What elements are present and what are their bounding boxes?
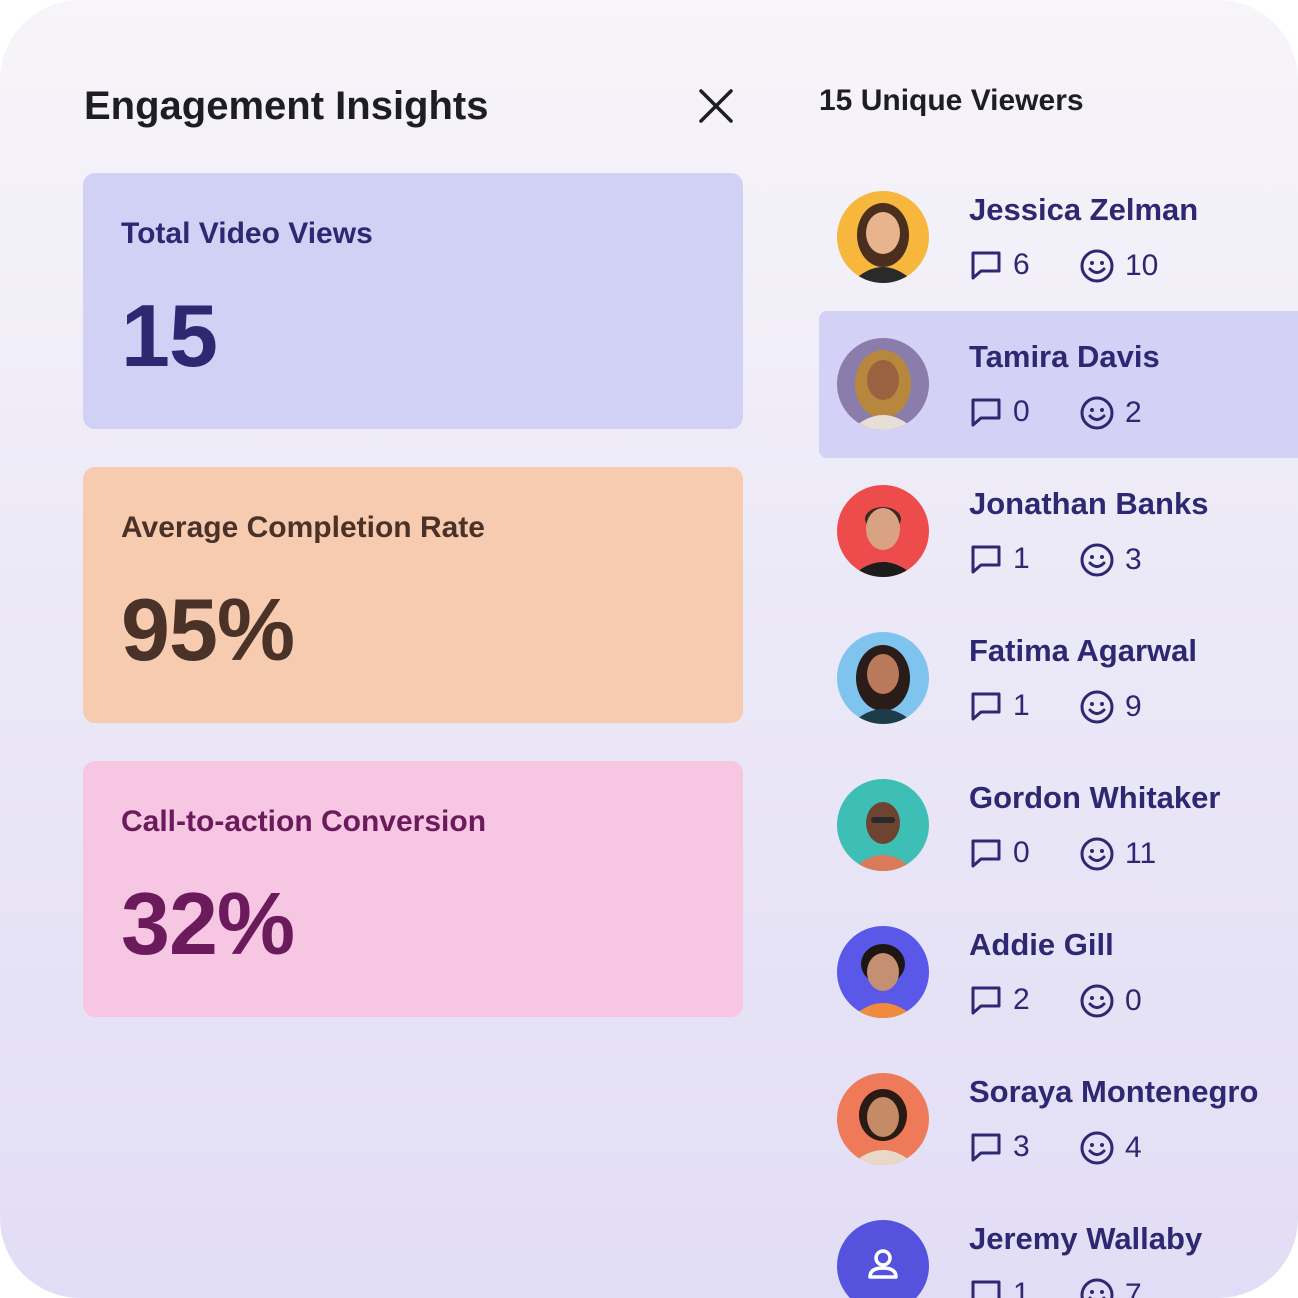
total-video-views-card: Total Video Views 15 [83, 173, 743, 429]
panel-title: Engagement Insights [84, 84, 489, 128]
comment-count: 2 [969, 983, 1030, 1017]
reaction-count-value: 11 [1125, 837, 1157, 870]
reaction-count-value: 9 [1125, 690, 1142, 723]
reaction-count: 3 [1079, 542, 1142, 578]
viewer-name: Tamira Davis [969, 339, 1160, 374]
user-icon [837, 1220, 929, 1298]
reaction-count: 0 [1079, 983, 1142, 1019]
smiley-icon [1080, 984, 1114, 1018]
avatar [837, 926, 929, 1018]
viewer-name: Addie Gill [969, 927, 1114, 962]
comment-count-value: 0 [1013, 395, 1030, 428]
viewer-row[interactable]: Fatima Agarwal 1 9 [819, 605, 1298, 752]
comment-count: 3 [969, 1130, 1030, 1164]
viewer-name: Jeremy Wallaby [969, 1221, 1203, 1256]
viewer-name: Soraya Montenegro [969, 1074, 1259, 1109]
comment-icon [971, 692, 1001, 721]
reaction-count-value: 0 [1125, 984, 1142, 1017]
smiley-icon [1080, 249, 1114, 283]
reaction-count: 7 [1079, 1277, 1142, 1298]
reaction-count-value: 10 [1125, 249, 1159, 282]
comment-icon [971, 986, 1001, 1015]
comment-count-value: 6 [1013, 248, 1030, 281]
comment-icon [971, 251, 1001, 280]
viewer-row[interactable]: Jeremy Wallaby 1 7 [819, 1193, 1298, 1298]
reaction-count-value: 4 [1125, 1131, 1142, 1164]
close-button[interactable] [690, 80, 742, 132]
viewer-row[interactable]: Jessica Zelman 6 10 [819, 164, 1298, 311]
comment-count-value: 1 [1013, 542, 1030, 575]
comment-count-value: 1 [1013, 689, 1030, 722]
metric-label: Call-to-action Conversion [121, 805, 487, 838]
viewer-row[interactable]: Gordon Whitaker 0 11 [819, 752, 1298, 899]
completion-rate-card: Average Completion Rate 95% [83, 467, 743, 723]
comment-count: 6 [969, 248, 1030, 282]
avatar [837, 485, 929, 577]
viewer-row[interactable]: Jonathan Banks 1 3 [819, 458, 1298, 605]
viewer-row[interactable]: Addie Gill 2 0 [819, 899, 1298, 1046]
smiley-icon [1080, 396, 1114, 430]
avatar [837, 779, 929, 871]
reaction-count-value: 3 [1125, 543, 1142, 576]
reaction-count-value: 2 [1125, 396, 1142, 429]
smiley-icon [1080, 543, 1114, 577]
avatar [837, 191, 929, 283]
reaction-count: 10 [1079, 248, 1158, 284]
comment-count: 1 [969, 1277, 1030, 1298]
comment-icon [971, 1280, 1001, 1298]
viewer-name: Jonathan Banks [969, 486, 1209, 521]
avatar [837, 1073, 929, 1165]
smiley-icon [1080, 1278, 1114, 1298]
reaction-count: 4 [1079, 1130, 1142, 1166]
comment-count: 0 [969, 836, 1030, 870]
smiley-icon [1080, 690, 1114, 724]
comment-icon [971, 1133, 1001, 1162]
viewer-name: Fatima Agarwal [969, 633, 1197, 668]
metric-label: Average Completion Rate [121, 511, 485, 544]
reaction-count: 2 [1079, 395, 1142, 431]
viewer-name: Jessica Zelman [969, 192, 1199, 227]
metric-label: Total Video Views [121, 217, 373, 250]
comment-icon [971, 398, 1001, 427]
viewer-row[interactable]: Tamira Davis 0 2 [819, 311, 1298, 458]
comment-icon [971, 839, 1001, 868]
reaction-count: 9 [1079, 689, 1142, 725]
smiley-icon [1080, 837, 1114, 871]
avatar [837, 632, 929, 724]
comment-icon [971, 545, 1001, 574]
viewer-row[interactable]: Soraya Montenegro 3 4 [819, 1046, 1298, 1193]
metric-value: 32% [121, 874, 295, 973]
avatar [837, 1220, 929, 1298]
comment-count-value: 0 [1013, 836, 1030, 869]
avatar [837, 338, 929, 430]
comment-count-value: 3 [1013, 1130, 1030, 1163]
comment-count-value: 1 [1013, 1277, 1030, 1298]
viewers-title: 15 Unique Viewers [819, 84, 1084, 117]
viewer-list: Jessica Zelman 6 10 Tamira Davis [819, 164, 1298, 1298]
close-icon [699, 89, 733, 123]
reaction-count: 11 [1079, 836, 1156, 872]
comment-count: 1 [969, 689, 1030, 723]
reaction-count-value: 7 [1125, 1278, 1142, 1298]
comment-count: 0 [969, 395, 1030, 429]
cta-conversion-card: Call-to-action Conversion 32% [83, 761, 743, 1017]
metric-value: 95% [121, 580, 295, 679]
metric-value: 15 [121, 286, 218, 385]
comment-count: 1 [969, 542, 1030, 576]
viewer-name: Gordon Whitaker [969, 780, 1221, 815]
smiley-icon [1080, 1131, 1114, 1165]
comment-count-value: 2 [1013, 983, 1030, 1016]
